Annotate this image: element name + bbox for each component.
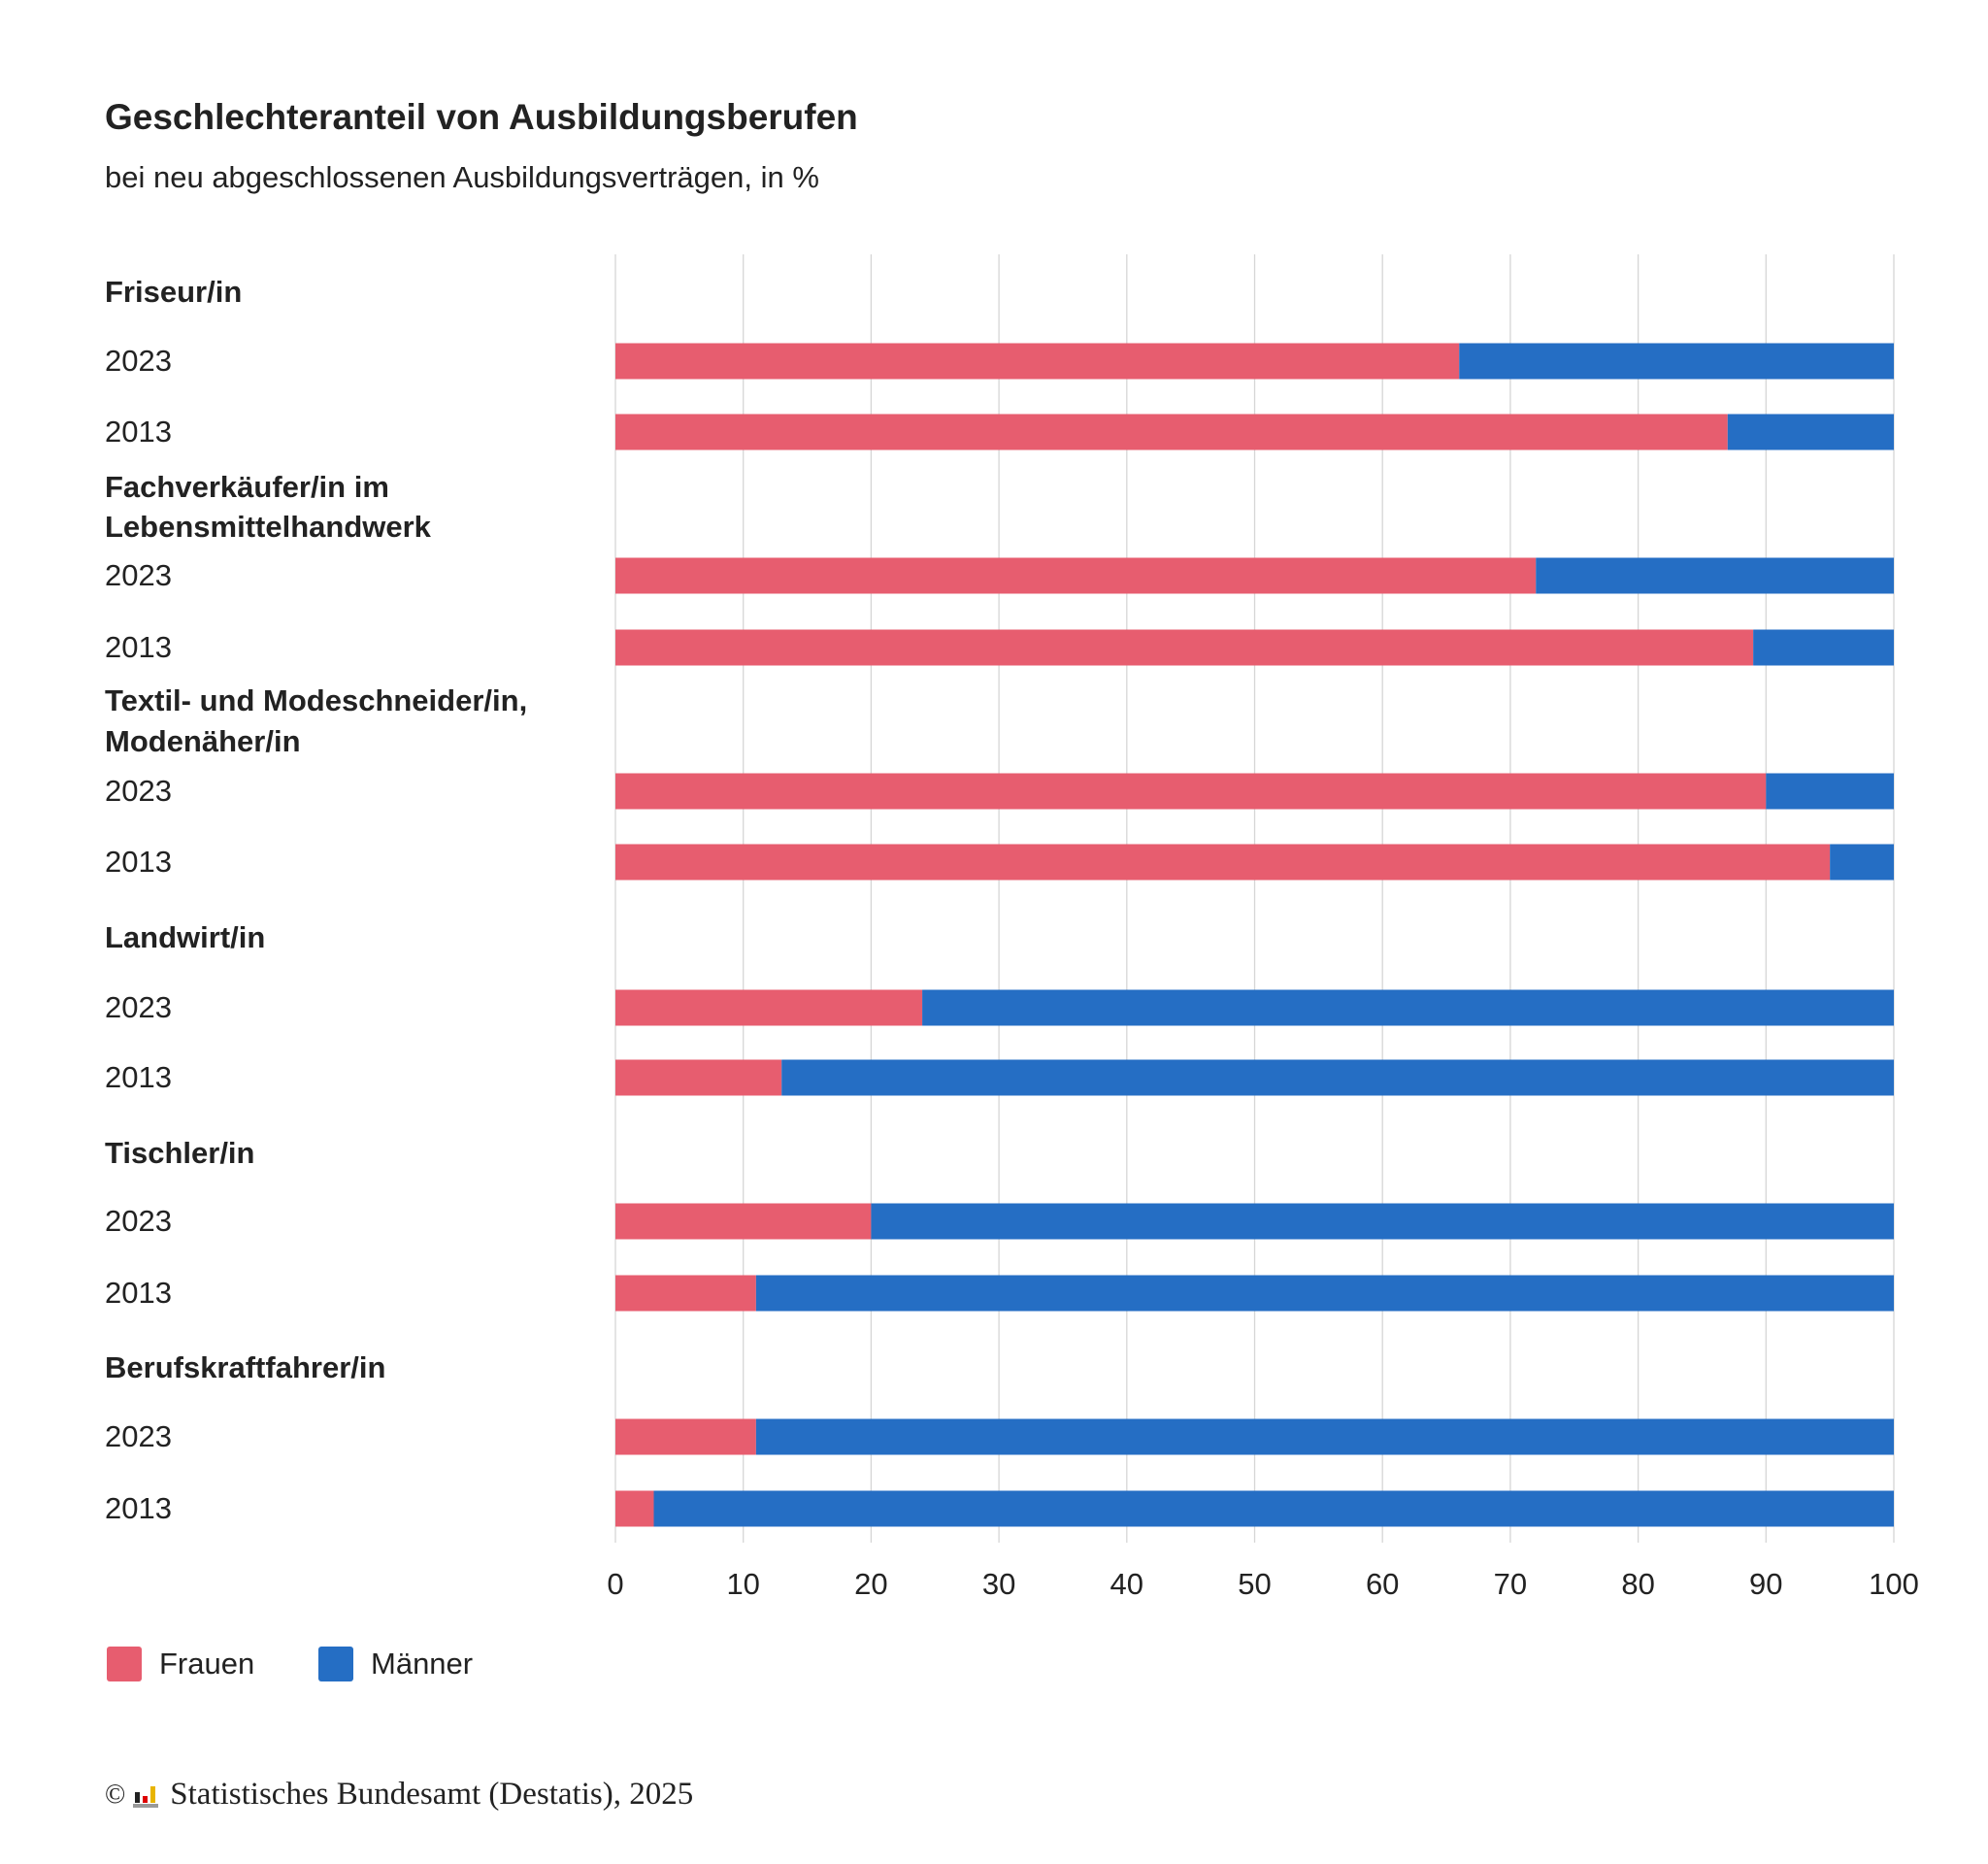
bar-maenner[interactable]	[871, 1203, 1894, 1240]
bar-maenner[interactable]	[653, 1490, 1894, 1527]
x-tick-label: 80	[1621, 1567, 1655, 1601]
bar-frauen[interactable]	[615, 1203, 872, 1240]
year-label: 2023	[105, 558, 172, 592]
bar-maenner[interactable]	[1459, 343, 1894, 380]
legend-item-maenner[interactable]: Männer	[318, 1647, 473, 1681]
legend-label: Frauen	[159, 1647, 255, 1681]
category-label: Tischler/in	[105, 1136, 255, 1170]
x-tick-label: 100	[1869, 1567, 1919, 1601]
year-label: 2013	[105, 630, 172, 664]
category-label: Lebensmittelhandwerk	[105, 510, 431, 544]
x-tick-label: 40	[1110, 1567, 1144, 1601]
legend-label: Männer	[371, 1647, 474, 1681]
x-tick-label: 60	[1365, 1567, 1400, 1601]
bar-maenner[interactable]	[922, 989, 1894, 1026]
year-label: 2023	[105, 774, 172, 808]
bar-frauen[interactable]	[615, 1490, 654, 1527]
chart-subtitle: bei neu abgeschlossenen Ausbildungsvertr…	[105, 160, 819, 194]
year-label: 2013	[105, 415, 172, 449]
bar-maenner[interactable]	[1830, 844, 1894, 881]
x-tick-label: 50	[1238, 1567, 1272, 1601]
year-label: 2013	[105, 1276, 172, 1310]
year-label: 2013	[105, 1060, 172, 1094]
year-label: 2023	[105, 1204, 172, 1238]
category-label: Textil- und Modeschneider/in,	[105, 683, 528, 717]
x-tick-label: 10	[726, 1567, 760, 1601]
x-tick-label: 90	[1749, 1567, 1783, 1601]
bar-frauen[interactable]	[615, 844, 1831, 881]
bar-maenner[interactable]	[755, 1418, 1894, 1455]
bar-maenner[interactable]	[781, 1059, 1895, 1096]
bar-frauen[interactable]	[615, 557, 1537, 594]
year-label: 2013	[105, 1491, 172, 1525]
legend-item-frauen[interactable]: Frauen	[107, 1647, 254, 1681]
chart-title: Geschlechteranteil von Ausbildungsberufe…	[105, 97, 858, 137]
bar-frauen[interactable]	[615, 989, 923, 1026]
year-label: 2023	[105, 344, 172, 378]
footer-source: © Statistisches Bundesamt (Destatis), 20…	[105, 1777, 693, 1813]
x-tick-label: 0	[607, 1567, 624, 1601]
year-label: 2023	[105, 990, 172, 1024]
year-label: 2013	[105, 845, 172, 879]
bar-frauen[interactable]	[615, 414, 1728, 450]
bar-maenner[interactable]	[1536, 557, 1894, 594]
category-label: Fachverkäufer/in im	[105, 470, 389, 504]
bar-frauen[interactable]	[615, 773, 1767, 810]
destatis-logo-icon	[133, 1785, 159, 1808]
year-label: 2023	[105, 1419, 172, 1453]
frauen-swatch	[107, 1647, 142, 1681]
copyright-symbol: ©	[105, 1779, 126, 1810]
bar-maenner[interactable]	[1753, 629, 1894, 666]
category-label: Landwirt/in	[105, 920, 266, 954]
category-label: Berufskraftfahrer/in	[105, 1350, 386, 1384]
bar-frauen[interactable]	[615, 629, 1754, 666]
bar-frauen[interactable]	[615, 343, 1460, 380]
x-tick-label: 20	[854, 1567, 888, 1601]
bar-maenner[interactable]	[1766, 773, 1894, 810]
x-tick-label: 30	[981, 1567, 1016, 1601]
category-label: Modenäher/in	[105, 724, 301, 758]
bar-maenner[interactable]	[755, 1275, 1894, 1312]
maenner-swatch	[318, 1647, 353, 1681]
bar-frauen[interactable]	[615, 1275, 756, 1312]
source-text: Statistisches Bundesamt (Destatis), 2025	[170, 1777, 694, 1812]
bar-frauen[interactable]	[615, 1059, 782, 1096]
bar-maenner[interactable]	[1727, 414, 1894, 450]
bar-frauen[interactable]	[615, 1418, 756, 1455]
x-tick-label: 70	[1493, 1567, 1528, 1601]
category-label: Friseur/in	[105, 275, 243, 309]
